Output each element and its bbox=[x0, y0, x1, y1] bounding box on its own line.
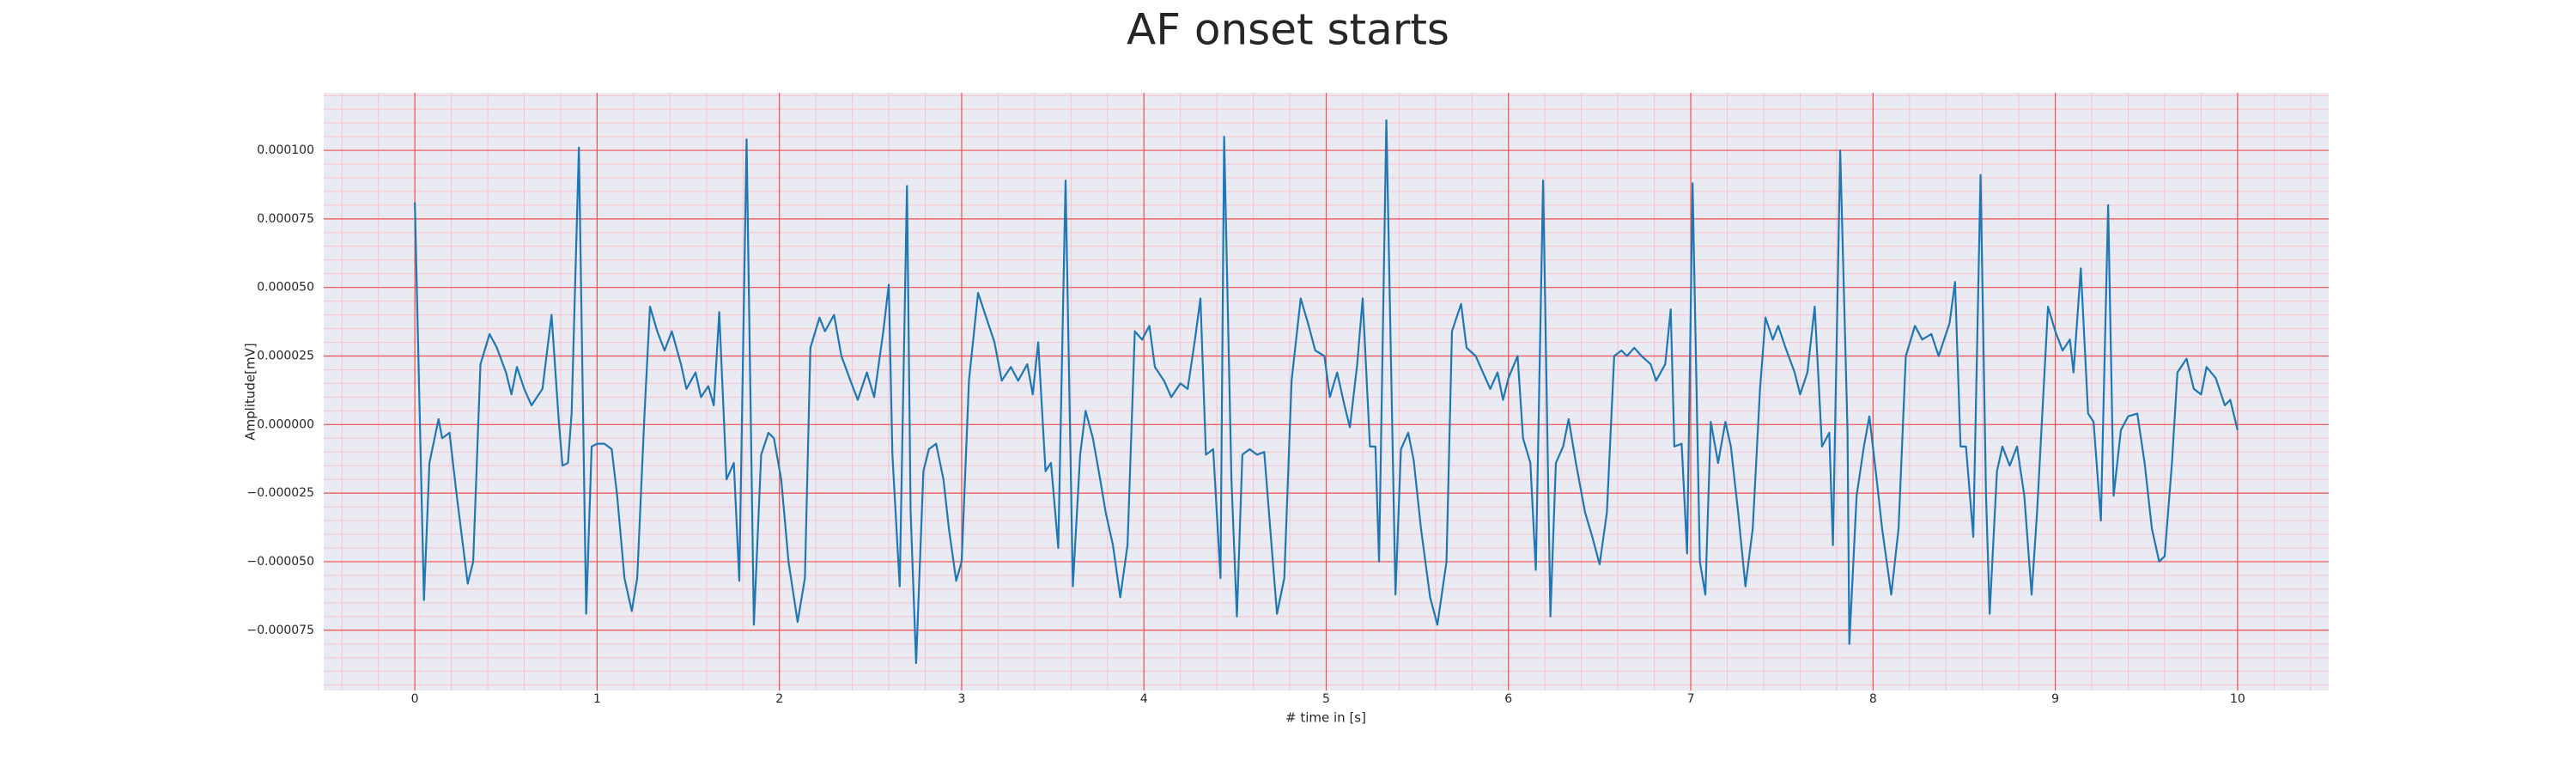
y-tick-label: 0.000000 bbox=[257, 417, 314, 431]
x-tick-label: 6 bbox=[1504, 692, 1512, 706]
x-tick-label: 10 bbox=[2230, 692, 2245, 706]
x-tick-label: 9 bbox=[2051, 692, 2059, 706]
y-tick-label: 0.000100 bbox=[257, 143, 314, 157]
x-tick-label: 4 bbox=[1140, 692, 1148, 706]
y-tick-label: −0.000075 bbox=[246, 624, 314, 637]
x-tick-label: 1 bbox=[593, 692, 601, 706]
signal-line bbox=[414, 119, 2239, 665]
x-tick-label: 0 bbox=[411, 692, 419, 706]
x-axis-label: # time in [s] bbox=[1285, 710, 1366, 726]
y-tick-label: 0.000025 bbox=[257, 349, 314, 362]
labels: AF onset starts # time in [s] Amplitude[… bbox=[243, 5, 2245, 726]
major-grid bbox=[324, 93, 2329, 691]
x-tick-label: 3 bbox=[957, 692, 965, 706]
x-tick-label: 5 bbox=[1322, 692, 1330, 706]
y-tick-label: 0.000075 bbox=[257, 212, 314, 226]
y-tick-label: −0.000025 bbox=[246, 486, 314, 500]
y-tick-label: 0.000050 bbox=[257, 281, 314, 295]
x-tick-label: 7 bbox=[1687, 692, 1695, 706]
x-tick-label: 8 bbox=[1869, 692, 1877, 706]
chart-title: AF onset starts bbox=[1127, 5, 1449, 55]
plot-area bbox=[414, 119, 2239, 665]
y-tick-label: −0.000050 bbox=[246, 555, 314, 569]
y-axis-label: Amplitude[mV] bbox=[243, 343, 258, 440]
x-tick-label: 2 bbox=[775, 692, 783, 706]
